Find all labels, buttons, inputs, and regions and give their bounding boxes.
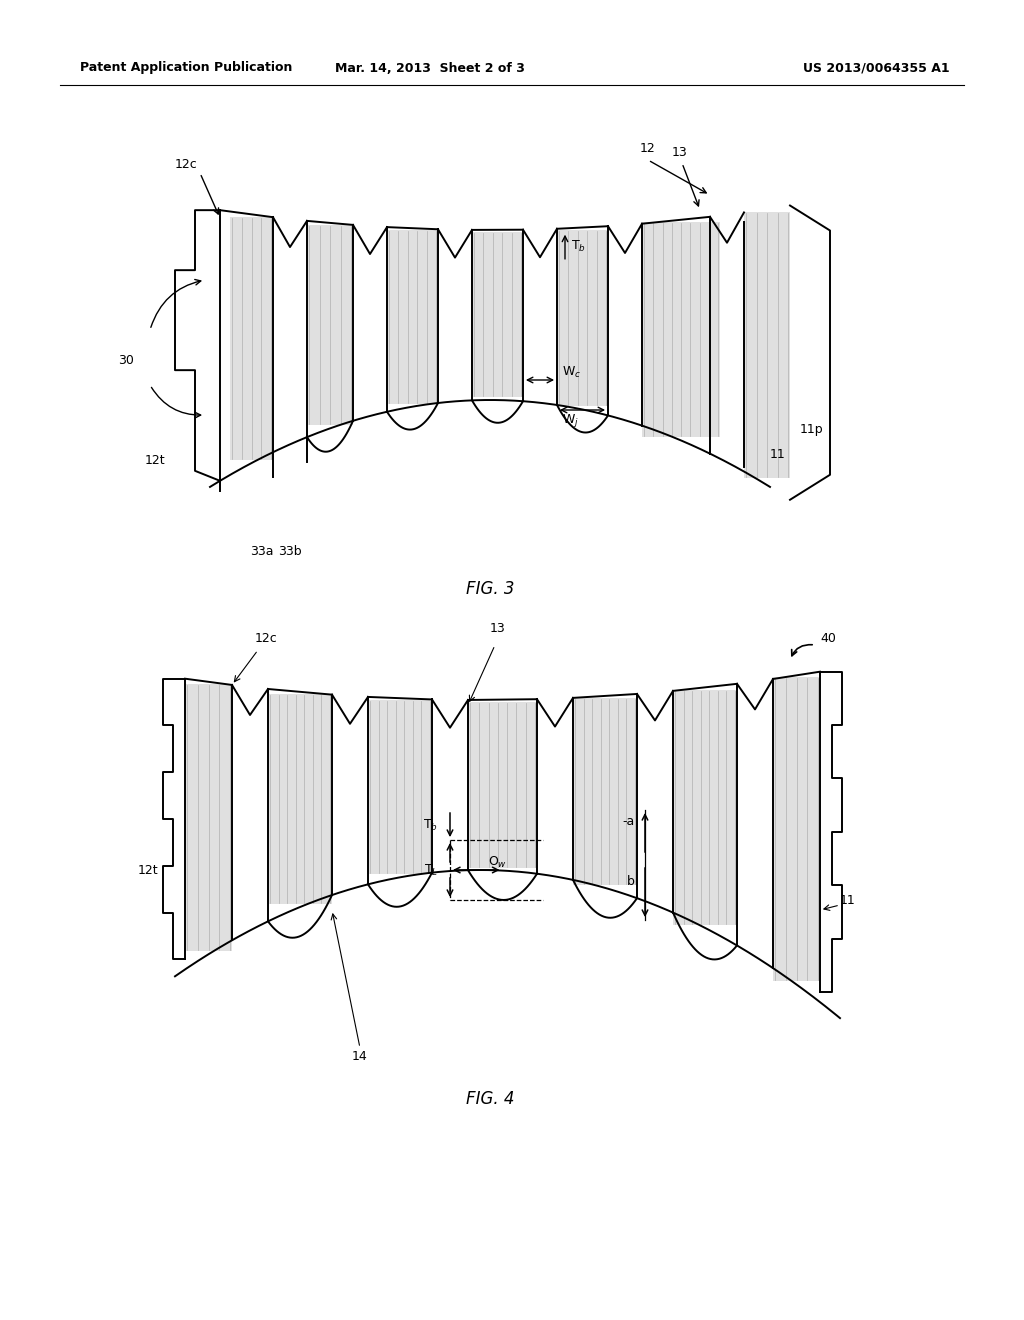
Text: 12: 12	[640, 141, 655, 154]
Polygon shape	[573, 698, 637, 884]
Polygon shape	[307, 224, 353, 425]
Polygon shape	[642, 222, 720, 437]
Polygon shape	[744, 213, 790, 478]
Text: T$_b$: T$_b$	[423, 817, 438, 833]
Text: 12c: 12c	[255, 632, 278, 645]
Polygon shape	[387, 231, 438, 404]
Text: 33a: 33a	[250, 545, 273, 558]
Polygon shape	[268, 694, 332, 904]
Text: 30: 30	[118, 354, 134, 367]
Text: 11: 11	[770, 449, 785, 462]
Text: 33b: 33b	[279, 545, 302, 558]
Text: US 2013/0064355 A1: US 2013/0064355 A1	[804, 62, 950, 74]
Polygon shape	[368, 701, 432, 874]
Text: T$_b$: T$_b$	[571, 239, 586, 255]
Text: 12t: 12t	[138, 863, 159, 876]
Text: Patent Application Publication: Patent Application Publication	[80, 62, 293, 74]
Polygon shape	[230, 216, 273, 461]
Text: Mar. 14, 2013  Sheet 2 of 3: Mar. 14, 2013 Sheet 2 of 3	[335, 62, 525, 74]
Polygon shape	[185, 684, 232, 952]
Polygon shape	[468, 702, 537, 867]
Polygon shape	[673, 689, 737, 925]
Text: -a: -a	[623, 814, 635, 828]
Text: O$_w$: O$_w$	[487, 854, 507, 870]
Polygon shape	[773, 677, 820, 982]
Text: FIG. 4: FIG. 4	[466, 1090, 514, 1107]
Text: 13: 13	[672, 145, 688, 158]
Text: W$_j$: W$_j$	[562, 412, 579, 429]
Text: 14: 14	[352, 1049, 368, 1063]
Text: 12c: 12c	[175, 158, 198, 172]
Text: 12t: 12t	[145, 454, 166, 466]
Text: 11: 11	[840, 894, 856, 907]
Text: 11p: 11p	[800, 424, 823, 437]
Text: FIG. 3: FIG. 3	[466, 579, 514, 598]
Text: b: b	[627, 875, 635, 888]
Text: 40: 40	[820, 631, 836, 644]
Text: W$_c$: W$_c$	[562, 364, 582, 380]
Polygon shape	[472, 232, 523, 397]
Text: T$_L$: T$_L$	[424, 862, 438, 878]
Polygon shape	[557, 230, 608, 407]
Text: 13: 13	[490, 622, 506, 635]
